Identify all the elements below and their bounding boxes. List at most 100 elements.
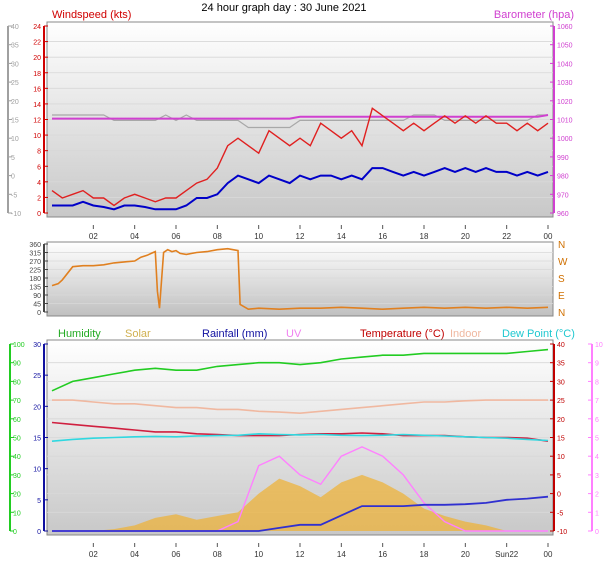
- wind-axis-tick-label: 4: [37, 180, 41, 187]
- humidity-line: [51, 348, 549, 392]
- compass-label: N: [558, 240, 565, 251]
- humidity-axis-tick-label: 80: [13, 379, 21, 386]
- rain-axis-tick-label: 10: [33, 467, 41, 474]
- rain-axis-tick-label: 25: [33, 373, 41, 380]
- temperature-axis-tick-label: 25: [557, 398, 565, 405]
- climate-x-axis-tick-label: Sun22: [495, 550, 519, 559]
- humidity-axis-tick-label: 30: [13, 473, 21, 480]
- uv-axis-tick-label: 10: [595, 342, 603, 349]
- wind-x-axis-tick-label: 20: [461, 232, 470, 241]
- outer-axis-tick-label: -5: [11, 192, 17, 199]
- temperature-axis-tick-label: 5: [557, 473, 561, 480]
- uv-axis-tick-label: 3: [595, 473, 599, 480]
- legend-uv: UV: [286, 328, 302, 340]
- compass-label: N: [558, 308, 565, 319]
- wind-x-axis-tick-label: 18: [420, 232, 429, 241]
- climate-x-axis-tick-label: 04: [130, 550, 139, 559]
- outer-axis-tick-label: -10: [11, 211, 21, 218]
- humidity-axis-tick-label: 50: [13, 436, 21, 443]
- page-title: 24 hour graph day : 30 June 2021: [201, 2, 366, 14]
- wind-x-axis-tick-label: 04: [130, 232, 139, 241]
- barometer-axis-tick-label: 1040: [557, 61, 573, 68]
- humidity-axis-tick-label: 60: [13, 417, 21, 424]
- direction-axis-tick-label: 90: [33, 293, 41, 300]
- direction-axis-tick-label: 135: [29, 285, 41, 292]
- outer-axis-tick-label: 40: [11, 24, 19, 31]
- wind-average-line: [52, 167, 549, 211]
- barometer-axis-tick-label: 1030: [557, 80, 573, 87]
- uv-axis-tick-label: 8: [595, 379, 599, 386]
- chart-marks: -10-505101520253035400246810121416182022…: [7, 24, 603, 559]
- climate-x-axis-tick-label: 06: [172, 550, 181, 559]
- wind-x-axis-tick-label: 06: [172, 232, 181, 241]
- legend-rainfall: Rainfall (mm): [202, 328, 267, 340]
- temperature-axis-tick-label: -5: [557, 510, 563, 517]
- uv-axis-tick-label: 6: [595, 417, 599, 424]
- barometer-axis-tick-label: 970: [557, 192, 569, 199]
- direction-axis-tick-label: 0: [37, 310, 41, 317]
- wind-axis-tick-label: 12: [33, 118, 41, 125]
- wind-axis-tick-label: 20: [33, 55, 41, 62]
- indoor-temperature-line: [52, 399, 548, 415]
- outer-axis-tick-label: 30: [11, 61, 19, 68]
- humidity-axis-tick-label: 20: [13, 492, 21, 499]
- wind-axis-tick-label: 10: [33, 133, 41, 140]
- wind-axis-tick-label: 18: [33, 71, 41, 78]
- outer-axis-tick-label: 10: [11, 136, 19, 143]
- humidity-axis-tick-label: 90: [13, 361, 21, 368]
- wind-x-axis-tick-label: 22: [502, 232, 511, 241]
- compass-label: E: [558, 291, 565, 302]
- rain-axis-tick-label: 15: [33, 436, 41, 443]
- wind-axis-tick-label: 6: [37, 164, 41, 171]
- barometer-axis-tick-label: 990: [557, 155, 569, 162]
- direction-axis-tick-label: 270: [29, 259, 41, 266]
- climate-x-axis-tick-label: 18: [420, 550, 429, 559]
- wind-x-axis-tick-label: 14: [337, 232, 346, 241]
- climate-x-axis-tick-label: 16: [378, 550, 387, 559]
- outer-axis-tick-label: 5: [11, 155, 15, 162]
- outer-axis-tick-label: 35: [11, 43, 19, 50]
- wind-x-axis-tick-label: 08: [213, 232, 222, 241]
- legend-temperature: Temperature (°C): [360, 328, 444, 340]
- wind-x-axis-tick-label: 02: [89, 232, 98, 241]
- outer-axis-tick-label: 0: [11, 174, 15, 181]
- wind-x-axis-tick-label: 00: [544, 232, 553, 241]
- uv-axis-tick-label: 2: [595, 492, 599, 499]
- wind-axis-tick-label: 14: [33, 102, 41, 109]
- rain-axis-tick-label: 20: [33, 404, 41, 411]
- temperature-axis-tick-label: 30: [557, 379, 565, 386]
- temperature-axis-tick-label: 20: [557, 417, 565, 424]
- wind-axis-tick-label: 24: [33, 24, 41, 31]
- barometer-axis-tick-label: 980: [557, 174, 569, 181]
- wind-x-axis-tick-label: 16: [378, 232, 387, 241]
- humidity-axis-tick-label: 70: [13, 398, 21, 405]
- barometer-axis-tick-label: 960: [557, 211, 569, 218]
- climate-x-axis-tick-label: 20: [461, 550, 470, 559]
- barometer-line: [52, 114, 549, 120]
- barometer-axis-tick-label: 1060: [557, 24, 573, 31]
- rain-axis-tick-label: 5: [37, 498, 41, 505]
- legend-indoor: Indoor: [450, 328, 482, 340]
- barometer-axis-tick-label: 1050: [557, 43, 573, 50]
- wind-x-axis-tick-label: 12: [296, 232, 305, 241]
- outer-axis-tick-label: 25: [11, 80, 19, 87]
- direction-axis-tick-label: 360: [29, 242, 41, 249]
- wind-axis-tick-label: 0: [37, 211, 41, 218]
- compass-label: S: [558, 274, 565, 285]
- temperature-axis-tick-label: 15: [557, 436, 565, 443]
- barometer-axis-tick-label: 1000: [557, 136, 573, 143]
- legend-solar: Solar: [125, 328, 151, 340]
- wind-direction-line: [51, 247, 549, 311]
- solar-area: [52, 474, 548, 531]
- climate-x-axis-tick-label: 12: [296, 550, 305, 559]
- legend-dew-point: Dew Point (°C): [502, 328, 575, 340]
- humidity-axis-tick-label: 40: [13, 454, 21, 461]
- temperature-axis-tick-label: 0: [557, 492, 561, 499]
- direction-axis-tick-label: 315: [29, 251, 41, 258]
- climate-x-axis-tick-label: 14: [337, 550, 346, 559]
- outer-axis-tick-label: 20: [11, 99, 19, 106]
- uv-axis-tick-label: 9: [595, 361, 599, 368]
- direction-axis-tick-label: 225: [29, 268, 41, 275]
- temperature-axis-tick-label: 40: [557, 342, 565, 349]
